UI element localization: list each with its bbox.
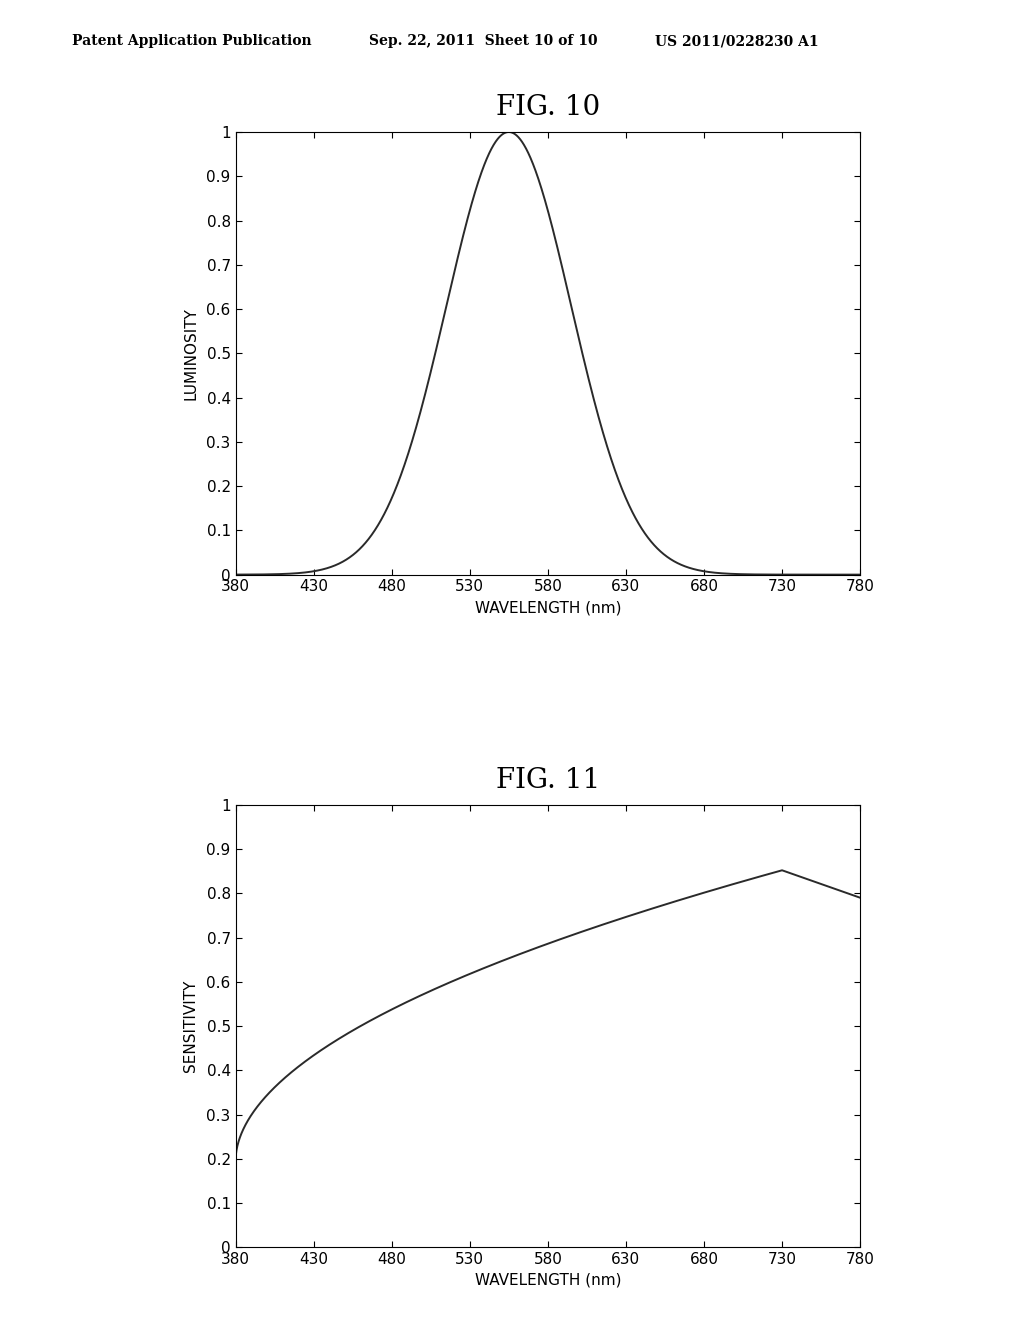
X-axis label: WAVELENGTH (nm): WAVELENGTH (nm) xyxy=(474,1272,622,1288)
Text: Sep. 22, 2011  Sheet 10 of 10: Sep. 22, 2011 Sheet 10 of 10 xyxy=(369,34,597,49)
Y-axis label: SENSITIVITY: SENSITIVITY xyxy=(183,979,198,1072)
Title: FIG. 10: FIG. 10 xyxy=(496,94,600,121)
Title: FIG. 11: FIG. 11 xyxy=(496,767,600,795)
X-axis label: WAVELENGTH (nm): WAVELENGTH (nm) xyxy=(474,601,622,615)
Text: Patent Application Publication: Patent Application Publication xyxy=(72,34,311,49)
Y-axis label: LUMINOSITY: LUMINOSITY xyxy=(183,306,198,400)
Text: US 2011/0228230 A1: US 2011/0228230 A1 xyxy=(655,34,819,49)
